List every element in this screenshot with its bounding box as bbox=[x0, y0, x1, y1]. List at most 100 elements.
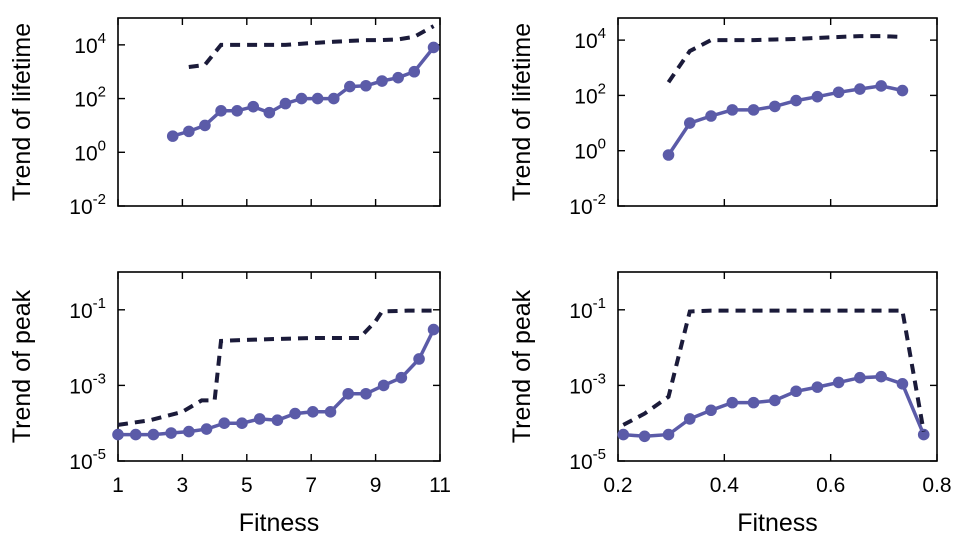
data-point bbox=[408, 65, 421, 78]
x-tick-label: 0.2 bbox=[603, 474, 632, 497]
y-tick-label: 10-1 bbox=[569, 295, 606, 323]
data-point bbox=[769, 394, 781, 407]
data-point bbox=[199, 119, 211, 132]
data-point bbox=[166, 130, 179, 142]
y-axis-label: Trend of lifetime bbox=[8, 23, 36, 201]
data-point bbox=[231, 105, 243, 117]
series-dashed-line bbox=[188, 24, 435, 69]
y-tick-label: 102 bbox=[74, 84, 106, 112]
y-tick-label: 10-3 bbox=[569, 370, 606, 398]
data-point bbox=[790, 94, 802, 107]
data-point bbox=[896, 84, 909, 97]
data-point bbox=[854, 371, 866, 384]
data-point bbox=[832, 376, 845, 389]
x-axis-label: Fitness bbox=[737, 509, 818, 537]
x-tick-label: 7 bbox=[305, 474, 317, 497]
x-tick-label: 0.8 bbox=[922, 474, 951, 497]
data-point bbox=[875, 370, 887, 383]
data-point bbox=[917, 428, 930, 441]
data-point bbox=[344, 80, 356, 93]
data-point bbox=[747, 396, 760, 409]
data-point bbox=[683, 117, 696, 129]
data-point bbox=[360, 79, 372, 92]
y-tick-label: 10-2 bbox=[569, 191, 606, 219]
plot-frame bbox=[117, 271, 441, 462]
data-point bbox=[147, 428, 160, 441]
x-tick-label: 3 bbox=[177, 474, 189, 497]
data-point bbox=[295, 92, 308, 105]
y-tick-label: 10-3 bbox=[69, 370, 106, 398]
data-point bbox=[247, 100, 260, 113]
data-point bbox=[183, 425, 195, 438]
y-tick-label: 100 bbox=[574, 136, 606, 164]
data-point bbox=[129, 428, 142, 441]
x-tick-label: 1 bbox=[112, 474, 124, 497]
series-dashed-line bbox=[117, 308, 434, 427]
panel-top-left: 10-2 100 102 104 Trend of lifetime bbox=[8, 17, 441, 219]
data-point bbox=[395, 371, 408, 384]
x-tick-label: 0.4 bbox=[710, 474, 740, 497]
panel-bottom-left: 10-5 10-3 10-1 1 3 5 7 9 11 Trend of peak Fitness bbox=[8, 271, 451, 537]
y-tick-label: 100 bbox=[74, 137, 106, 165]
data-point bbox=[790, 385, 802, 398]
data-point bbox=[413, 353, 425, 365]
data-point bbox=[376, 75, 388, 87]
series-solid-line bbox=[667, 84, 903, 156]
y-tick-label: 102 bbox=[574, 80, 606, 108]
data-point bbox=[324, 406, 337, 418]
data-point bbox=[811, 381, 824, 393]
y-tick-label: 104 bbox=[574, 25, 606, 53]
data-point bbox=[638, 430, 651, 443]
data-point bbox=[218, 417, 231, 430]
data-point bbox=[271, 414, 284, 427]
x-tick-label: 11 bbox=[429, 474, 451, 497]
data-point bbox=[311, 92, 324, 105]
data-point bbox=[377, 379, 390, 392]
series-solid-line bbox=[623, 374, 926, 439]
data-point bbox=[875, 80, 887, 92]
y-tick-label: 10-5 bbox=[569, 446, 606, 474]
data-point bbox=[112, 428, 124, 441]
data-point bbox=[832, 86, 845, 99]
data-point bbox=[392, 71, 404, 84]
data-point bbox=[896, 378, 909, 390]
data-point bbox=[726, 104, 739, 116]
data-point bbox=[165, 427, 177, 439]
data-point bbox=[327, 92, 340, 105]
data-point bbox=[811, 90, 824, 103]
data-point bbox=[183, 125, 195, 138]
data-point bbox=[705, 404, 717, 417]
y-tick-label: 104 bbox=[74, 30, 106, 58]
data-point bbox=[769, 100, 781, 113]
data-point bbox=[427, 41, 440, 54]
y-axis-label: Trend of peak bbox=[8, 289, 36, 443]
data-point bbox=[683, 413, 696, 425]
y-tick-label: 10-5 bbox=[69, 446, 106, 474]
data-point bbox=[342, 387, 355, 400]
y-axis-label: Trend of peak bbox=[508, 289, 536, 443]
x-tick-label: 0.6 bbox=[816, 474, 845, 497]
x-tick-label: 5 bbox=[241, 474, 253, 497]
data-point bbox=[236, 417, 248, 430]
x-tick-label: 9 bbox=[370, 474, 382, 497]
data-point bbox=[263, 106, 276, 119]
data-point bbox=[726, 396, 739, 409]
series-solid-line bbox=[172, 46, 435, 138]
data-point bbox=[662, 149, 675, 161]
panel-bottom-right: 10-5 10-3 10-1 0.2 0.4 0.6 0.8 Trend of peak Fit… bbox=[508, 271, 952, 537]
data-point bbox=[200, 423, 213, 435]
plot-frame bbox=[117, 17, 441, 207]
data-point bbox=[747, 104, 760, 116]
data-point bbox=[289, 407, 301, 420]
data-point bbox=[705, 110, 717, 122]
data-point bbox=[360, 387, 372, 400]
data-point bbox=[307, 406, 319, 418]
y-axis-label: Trend of lifetime bbox=[508, 23, 536, 201]
panel-top-right: 10-2 100 102 104 Trend of lifetime bbox=[508, 17, 938, 219]
y-tick-label: 10-2 bbox=[69, 191, 106, 219]
data-point bbox=[617, 428, 630, 441]
x-axis-label: Fitness bbox=[239, 509, 320, 537]
data-point bbox=[215, 105, 227, 117]
data-point bbox=[253, 413, 266, 425]
